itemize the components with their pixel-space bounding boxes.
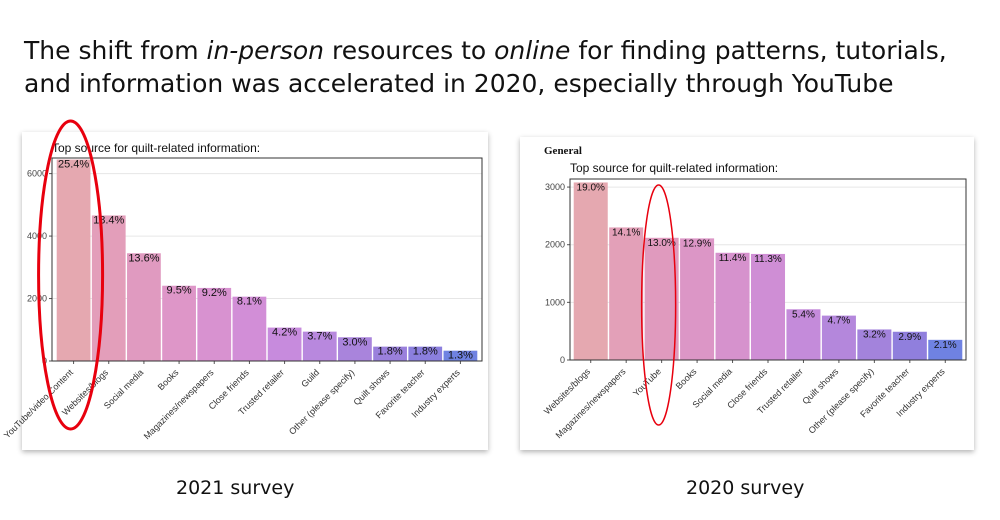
bar bbox=[56, 159, 91, 361]
x-tick-label: Books bbox=[674, 366, 699, 391]
data-label: 11.4% bbox=[719, 253, 747, 264]
x-tick-label: YouTube bbox=[631, 366, 663, 398]
bar bbox=[197, 287, 232, 361]
y-tick-label: 3000 bbox=[545, 182, 565, 192]
data-label: 12.9% bbox=[683, 238, 711, 249]
bar bbox=[443, 350, 478, 361]
bar bbox=[162, 285, 196, 361]
x-tick-label: YouTube/video Content bbox=[2, 367, 75, 440]
title-part: in-person bbox=[206, 36, 325, 65]
data-label: 3.2% bbox=[863, 329, 886, 340]
bar bbox=[373, 346, 407, 361]
data-label: 1.3% bbox=[448, 350, 473, 362]
x-tick-label: Guild bbox=[299, 367, 321, 389]
title-part: online bbox=[494, 36, 571, 65]
bar bbox=[573, 182, 608, 360]
bar bbox=[892, 331, 927, 360]
y-tick-label: 1000 bbox=[545, 297, 565, 307]
data-label: 1.8% bbox=[378, 346, 403, 358]
bar bbox=[609, 227, 644, 360]
title-part: The shift from bbox=[24, 36, 207, 65]
y-tick-label: 6000 bbox=[27, 169, 47, 179]
data-label: 13.6% bbox=[128, 252, 159, 264]
chart-panel-2021: Top source for quilt-related information… bbox=[2, 132, 488, 450]
title-part: for finding patterns, tutorials, and inf… bbox=[24, 36, 947, 98]
data-label: 2.9% bbox=[898, 332, 921, 343]
y-tick-label: 4000 bbox=[27, 231, 47, 241]
caption-2021: 2021 survey bbox=[176, 477, 295, 499]
x-tick-label: Books bbox=[156, 367, 181, 392]
bar bbox=[127, 253, 161, 361]
bar bbox=[928, 339, 963, 360]
title-part: resources to bbox=[324, 36, 495, 65]
bar bbox=[408, 346, 443, 361]
data-label: 9.2% bbox=[202, 287, 227, 299]
panel-header: General bbox=[544, 145, 582, 157]
bar bbox=[786, 309, 821, 360]
data-label: 5.4% bbox=[792, 309, 815, 320]
data-label: 3.0% bbox=[342, 336, 367, 348]
bar bbox=[821, 315, 856, 360]
x-tick-label: Other (please specify) bbox=[806, 366, 875, 435]
chart-title: Top source for quilt-related information… bbox=[570, 161, 778, 175]
data-label: 18.4% bbox=[93, 214, 124, 226]
caption-2020: 2020 survey bbox=[686, 477, 805, 499]
bar bbox=[857, 329, 892, 360]
data-label: 19.0% bbox=[577, 182, 605, 193]
data-label: 13.0% bbox=[647, 238, 675, 249]
plot-border bbox=[569, 178, 967, 361]
bar bbox=[715, 252, 750, 360]
data-label: 9.5% bbox=[167, 285, 192, 297]
data-label: 3.7% bbox=[307, 331, 332, 343]
bar bbox=[302, 331, 337, 361]
bar bbox=[338, 337, 372, 361]
bar bbox=[91, 215, 126, 361]
y-tick-label: 0 bbox=[560, 355, 565, 365]
bar bbox=[680, 238, 715, 360]
bar bbox=[644, 237, 679, 360]
chart-2021: Top source for quilt-related information… bbox=[2, 141, 483, 441]
data-label: 1.8% bbox=[413, 346, 438, 358]
slide-title: The shift from in-person resources to on… bbox=[24, 34, 984, 100]
y-tick-label: 0 bbox=[42, 356, 47, 366]
data-label: 2.1% bbox=[934, 340, 957, 351]
data-label: 25.4% bbox=[58, 159, 89, 171]
y-tick-label: 2000 bbox=[545, 240, 565, 250]
data-label: 11.3% bbox=[754, 254, 782, 265]
chart-panel-2020: General Top source for quilt-related info… bbox=[520, 137, 974, 450]
data-label: 4.7% bbox=[828, 316, 851, 327]
data-label: 14.1% bbox=[612, 227, 640, 238]
chart-2020: General Top source for quilt-related info… bbox=[542, 145, 967, 440]
y-tick-label: 2000 bbox=[27, 294, 47, 304]
bar bbox=[232, 296, 267, 361]
data-label: 8.1% bbox=[237, 296, 262, 308]
x-tick-label: Magazines/newspapers bbox=[554, 366, 628, 440]
data-label: 4.2% bbox=[272, 327, 297, 339]
chart-title: Top source for quilt-related information… bbox=[52, 141, 260, 155]
x-tick-label: Magazines/newspapers bbox=[142, 367, 216, 441]
bar bbox=[750, 253, 786, 360]
bar bbox=[267, 327, 302, 361]
x-tick-label: Other (please specify) bbox=[287, 367, 356, 436]
